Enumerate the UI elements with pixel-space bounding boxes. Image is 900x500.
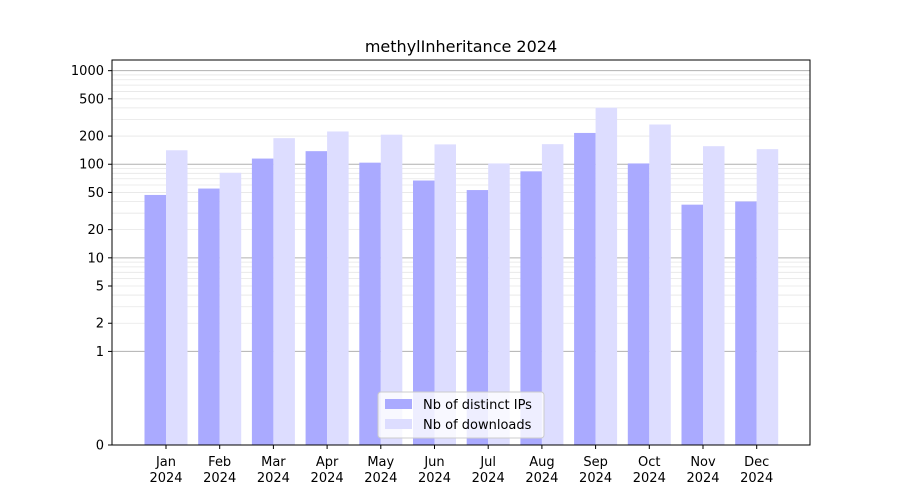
x-tick-label-year: 2024 xyxy=(740,471,773,486)
x-tick-label-month: Aug xyxy=(529,455,554,470)
legend-label: Nb of downloads xyxy=(423,418,532,433)
bar-distinct-ips-nov xyxy=(681,204,703,445)
bar-distinct-ips-dec xyxy=(735,201,757,445)
bar-downloads-apr xyxy=(327,131,349,446)
bar-distinct-ips-jul xyxy=(466,190,489,445)
y-tick-label: 1000 xyxy=(71,64,104,79)
x-tick-label-year: 2024 xyxy=(472,471,505,486)
x-tick-label-month: Jul xyxy=(479,455,496,470)
bar-downloads-nov xyxy=(703,146,725,445)
y-tick-label: 100 xyxy=(79,158,104,173)
y-axis: 0 1 2 5 10 20 50 100 200 500 1000 xyxy=(71,64,112,454)
bar-downloads-oct xyxy=(649,124,671,445)
y-tick-label: 0 xyxy=(96,439,104,454)
bar-downloads-may xyxy=(380,134,403,445)
y-tick-label: 20 xyxy=(87,223,104,238)
x-tick-label-month: Mar xyxy=(261,455,286,470)
y-tick-label: 50 xyxy=(87,186,104,201)
y-tick-label: 500 xyxy=(79,92,104,107)
bar-downloads-jun xyxy=(434,144,456,445)
plot-frame xyxy=(111,59,811,446)
bar-distinct-ips-aug xyxy=(520,171,542,445)
x-tick-label-month: Dec xyxy=(744,455,769,470)
bar-downloads-jan xyxy=(166,150,188,445)
bar-distinct-ips-mar xyxy=(251,158,274,445)
bar-downloads-jul xyxy=(488,163,510,445)
x-tick-label-month: Oct xyxy=(638,455,660,470)
y-tick-label: 1 xyxy=(96,345,104,360)
x-tick-label-year: 2024 xyxy=(418,471,451,486)
x-tick-label-year: 2024 xyxy=(311,471,344,486)
x-axis: Jan2024Feb2024Mar2024Apr2024May2024Jun20… xyxy=(149,445,773,486)
x-tick-label-month: Nov xyxy=(690,455,716,470)
x-tick-label-year: 2024 xyxy=(149,471,182,486)
bars xyxy=(144,107,779,446)
bar-downloads-mar xyxy=(273,138,295,446)
x-tick-label-year: 2024 xyxy=(633,471,666,486)
x-tick-label-month: Apr xyxy=(316,455,339,470)
bar-distinct-ips-sep xyxy=(574,132,596,446)
y-tick-label: 2 xyxy=(96,317,104,332)
x-tick-label-year: 2024 xyxy=(525,471,558,486)
legend-box xyxy=(377,391,545,439)
bar-downloads-sep xyxy=(595,107,618,445)
legend-label: Nb of distinct IPs xyxy=(423,398,532,413)
bar-downloads-feb xyxy=(219,172,242,445)
bar-distinct-ips-apr xyxy=(305,151,328,446)
x-tick-label-year: 2024 xyxy=(203,471,236,486)
bar-distinct-ips-oct xyxy=(627,163,650,445)
legend-swatch xyxy=(385,419,412,429)
x-tick-label-month: May xyxy=(367,455,394,470)
bar-downloads-dec xyxy=(756,149,779,445)
bar-distinct-ips-may xyxy=(359,162,381,445)
y-tick-label: 5 xyxy=(96,280,104,295)
x-tick-label-year: 2024 xyxy=(579,471,612,486)
chart-title: methylInheritance 2024 xyxy=(365,37,557,56)
bar-distinct-ips-jun xyxy=(413,180,435,446)
bar-distinct-ips-jan xyxy=(144,194,166,445)
x-tick-label-year: 2024 xyxy=(364,471,397,486)
x-tick-label-month: Feb xyxy=(208,455,231,470)
x-tick-label-month: Jun xyxy=(423,455,444,470)
y-tick-label: 10 xyxy=(87,251,104,266)
y-tick-label: 200 xyxy=(79,130,104,145)
legend-swatch xyxy=(385,399,412,409)
x-tick-label-month: Sep xyxy=(583,455,608,470)
x-tick-label-year: 2024 xyxy=(686,471,719,486)
bar-distinct-ips-feb xyxy=(198,188,220,445)
x-tick-label-month: Jan xyxy=(155,455,176,470)
bar-downloads-aug xyxy=(541,144,564,445)
legend: Nb of distinct IPs Nb of downloads xyxy=(377,391,545,439)
x-tick-label-year: 2024 xyxy=(257,471,290,486)
